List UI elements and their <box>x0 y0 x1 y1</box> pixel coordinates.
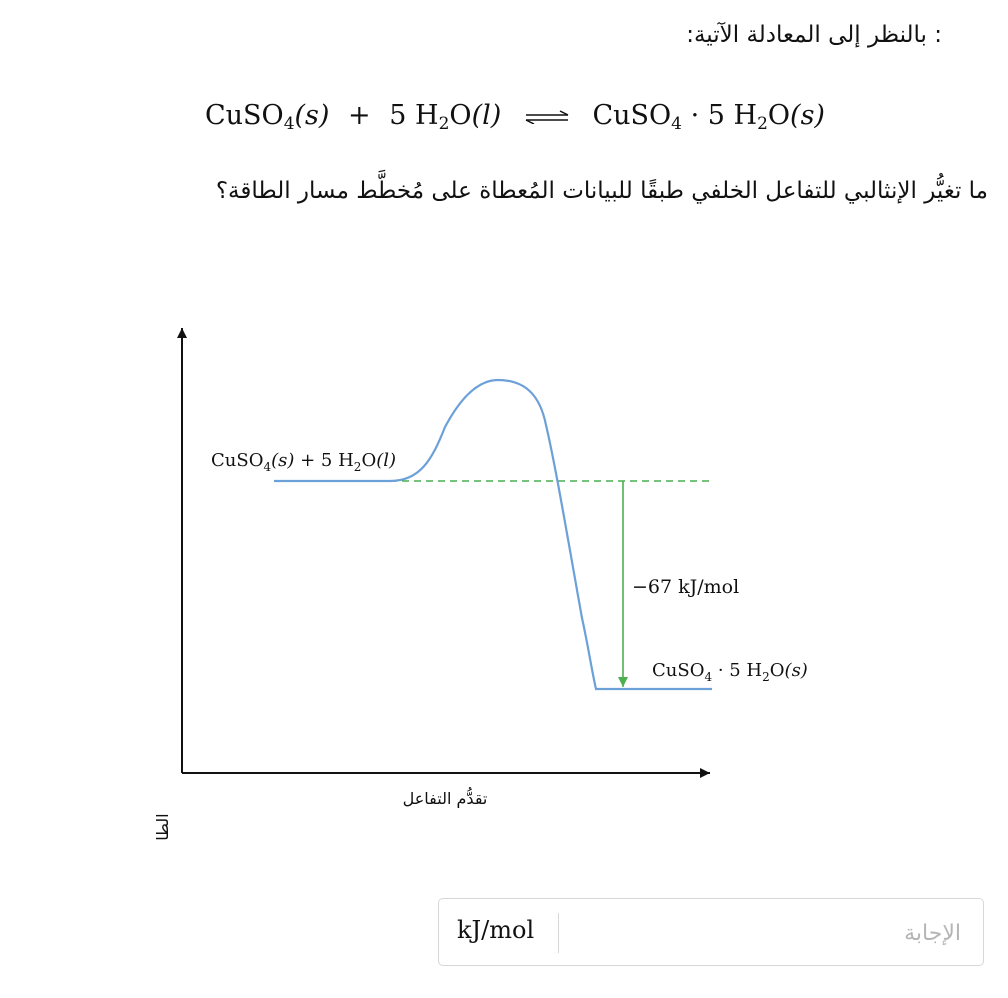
product-formula: CuSO <box>592 100 672 131</box>
question-text: ما تغيُّر الإنثالبي للتفاعل الخلفي طبقًا… <box>215 178 988 204</box>
water-state: (l) <box>471 100 502 131</box>
answer-field-container[interactable]: kJ/mol <box>438 898 984 966</box>
reactant-state: (s) <box>294 100 330 131</box>
energy-curve <box>274 378 712 691</box>
product-water-subscript: 2 <box>757 114 768 134</box>
products-label: CuSO4 · 5 H2O(s) <box>652 660 808 684</box>
intro-text: : بالنظر إلى المعادلة الآتية: <box>686 22 942 48</box>
product-water-coefficient: 5 <box>707 100 725 131</box>
plus-sign: + <box>348 100 371 131</box>
water-coefficient: 5 <box>389 100 407 131</box>
equilibrium-arrow-icon <box>525 109 569 124</box>
enthalpy-change-label: −67 kJ/mol <box>632 576 739 598</box>
water-subscript: 2 <box>438 114 450 134</box>
water-h: H <box>415 100 439 131</box>
answer-input[interactable] <box>579 911 963 955</box>
product-dot: · <box>690 100 700 131</box>
water-o: O <box>449 100 472 131</box>
reactant-formula: CuSO <box>205 100 284 131</box>
product-subscript: 4 <box>671 114 682 134</box>
reactant-subscript: 4 <box>283 114 295 134</box>
product-water-o: O <box>767 100 791 131</box>
reactants-label: CuSO4(s) + 5 H2O(l) <box>211 450 396 474</box>
x-axis-label: تقدُّم التفاعل <box>403 787 488 808</box>
product-water-h: H <box>733 100 758 131</box>
energy-profile-diagram: الطاقة تقدُّم التفاعل −67 kJ/mol CuSO4(s… <box>153 328 808 840</box>
unit-divider <box>558 913 559 953</box>
y-axis-label: الطاقة <box>153 813 172 840</box>
answer-unit: kJ/mol <box>457 916 535 944</box>
product-state: (s) <box>790 100 825 131</box>
chemical-equation: CuSO4(s) + 5 H2O(l) CuSO4 · 5 H2O(s) <box>205 100 825 134</box>
